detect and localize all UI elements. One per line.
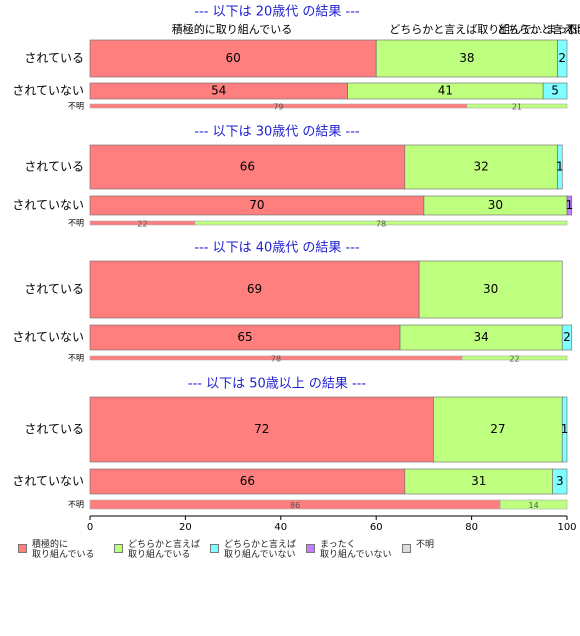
- data-label: 32: [473, 160, 488, 174]
- data-label: 31: [471, 474, 486, 488]
- data-label: 41: [438, 84, 453, 98]
- panel-title-3: --- 以下は 40歳代 の結果 ---: [194, 241, 360, 256]
- bar-segment: [418, 260, 563, 319]
- data-label: 22: [509, 355, 519, 364]
- bar-segment: [89, 39, 377, 78]
- row-label: 不明: [68, 102, 84, 111]
- bar-segment: [433, 396, 563, 463]
- data-label: 79: [273, 103, 283, 112]
- legend-swatch: [210, 544, 219, 553]
- x-tick-label: 20: [179, 522, 192, 533]
- data-label: 78: [376, 220, 386, 229]
- x-tick-label: 80: [465, 522, 478, 533]
- row-label: されている: [24, 160, 84, 174]
- data-label: 34: [473, 330, 488, 344]
- bar-segment: [499, 499, 568, 510]
- bar-segment: [461, 355, 568, 361]
- data-label: 65: [237, 330, 252, 344]
- x-tick-label: 40: [274, 522, 287, 533]
- bar-segment: [89, 468, 406, 495]
- panel-title-2: --- 以下は 30歳代 の結果 ---: [194, 125, 360, 140]
- bar-segment: [404, 144, 558, 190]
- row-label: されていない: [12, 474, 84, 488]
- legend-swatch: [114, 544, 123, 553]
- bar-segment: [561, 324, 573, 351]
- data-label: 70: [249, 198, 264, 212]
- row-label: されていない: [12, 330, 84, 344]
- data-label: 78: [271, 355, 281, 364]
- legend-label: 積極的に 取り組んでいる: [32, 540, 95, 560]
- bar-segment: [466, 103, 568, 109]
- data-label: 30: [483, 282, 498, 296]
- data-label: 72: [254, 422, 269, 436]
- segment-heading-3: どちらかと言えば取り組..: [497, 23, 580, 36]
- data-label: 2: [563, 330, 571, 344]
- data-label: 60: [225, 51, 240, 65]
- bar-segment: [557, 144, 563, 190]
- legend-item: どちらかと言えば 取り組んでいない: [210, 540, 306, 560]
- data-label: 27: [490, 422, 505, 436]
- bar-segment: [561, 396, 568, 463]
- row-label: されていない: [12, 198, 84, 212]
- row-label: 不明: [68, 219, 84, 228]
- panel-title-1: --- 以下は 20歳代 の結果 ---: [194, 5, 360, 20]
- panel-title-4: --- 以下は 50歳以上 の結果 ---: [188, 377, 367, 392]
- segment-heading-4: まったく..: [546, 23, 580, 36]
- data-label: 38: [459, 51, 474, 65]
- x-tick-label: 0: [87, 522, 93, 533]
- legend-label: どちらかと言えば 取り組んでいない: [224, 540, 297, 560]
- chart-legend: 積極的に 取り組んでいる どちらかと言えば 取り組んでいる どちらかと言えば 取り組…: [18, 540, 498, 560]
- legend-label: まったく 取り組んでいない: [320, 540, 392, 560]
- legend-label: 不明: [416, 540, 435, 550]
- data-label: 1: [566, 198, 574, 212]
- segment-heading-5: 不明: [566, 23, 580, 36]
- legend-label: どちらかと言えば 取り組んでいる: [128, 540, 201, 560]
- legend-swatch: [402, 544, 411, 553]
- data-label: 66: [240, 160, 255, 174]
- row-label: 不明: [68, 500, 84, 509]
- data-label: 14: [529, 501, 539, 510]
- data-label: 30: [488, 198, 503, 212]
- bar-segment: [404, 468, 553, 495]
- data-label: 1: [556, 160, 564, 174]
- bar-segment: [399, 324, 563, 351]
- segment-heading-2: どちらかと言えば取り組んで…: [389, 23, 542, 36]
- data-label: 2: [558, 51, 566, 65]
- bar-segment: [375, 39, 558, 78]
- data-label: 66: [240, 474, 255, 488]
- bar-segment: [89, 260, 420, 319]
- data-label: 21: [512, 103, 522, 112]
- data-label: 1: [561, 422, 569, 436]
- x-tick-label: 60: [370, 522, 383, 533]
- x-tick-label: 100: [557, 522, 576, 533]
- row-label: されていない: [12, 84, 84, 98]
- bar-segment: [89, 144, 406, 190]
- bar-segment: [542, 82, 568, 100]
- bar-segment: [89, 324, 401, 351]
- row-label: されている: [24, 282, 84, 296]
- data-label: 86: [290, 501, 300, 510]
- legend-item: まったく 取り組んでいない: [306, 540, 402, 560]
- row-label: されている: [24, 422, 84, 436]
- bar-segment: [89, 396, 434, 463]
- data-label: 3: [556, 474, 564, 488]
- legend-item: 不明: [402, 540, 498, 560]
- bar-segment: [557, 39, 568, 78]
- bar-segment: [552, 468, 568, 495]
- data-label: 5: [551, 84, 559, 98]
- data-label: 69: [247, 282, 262, 296]
- bar-segment: [566, 195, 573, 216]
- row-label: されている: [24, 51, 84, 65]
- data-label: 22: [137, 220, 147, 229]
- row-label: 不明: [68, 354, 84, 363]
- data-label: 54: [211, 84, 226, 98]
- legend-swatch: [18, 544, 27, 553]
- legend-item: どちらかと言えば 取り組んでいる: [114, 540, 210, 560]
- legend-item: 積極的に 取り組んでいる: [18, 540, 114, 560]
- bar-segment: [194, 220, 568, 226]
- legend-swatch: [306, 544, 315, 553]
- segment-heading-1: 積極的に取り組んでいる: [172, 22, 292, 36]
